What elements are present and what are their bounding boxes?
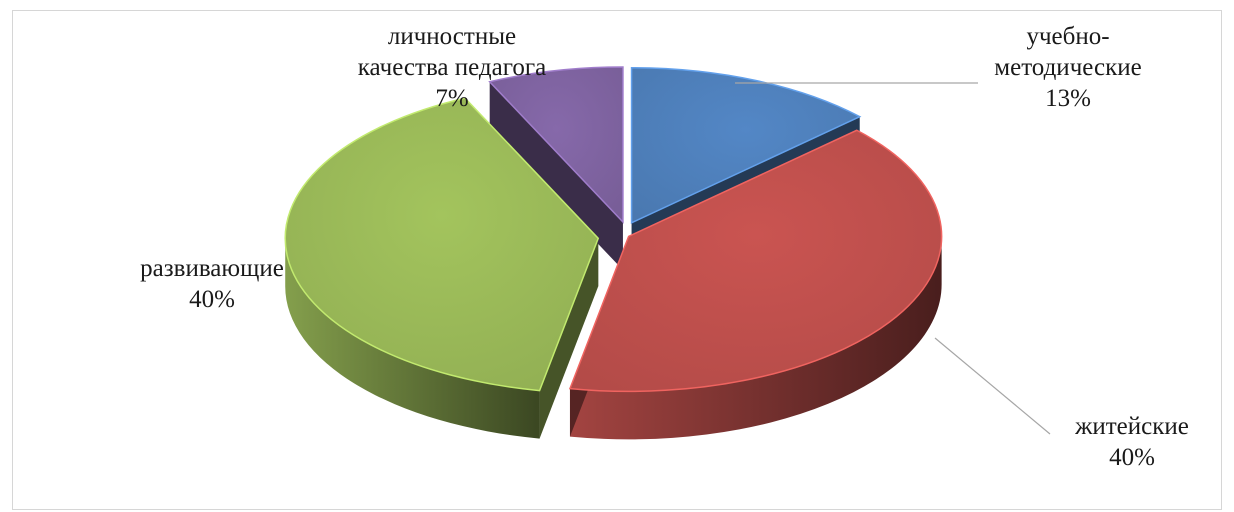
slice-top-3 xyxy=(488,66,624,224)
slice-name-line: личностные xyxy=(388,23,516,50)
slice-face-2-0 xyxy=(539,238,599,439)
slice-name-line: развивающие xyxy=(140,255,284,282)
pie-tops xyxy=(284,66,943,393)
slice-value-label: 13% xyxy=(1045,85,1091,112)
slice-labels: учебно-методические 13%житейские 40%развив… xyxy=(140,23,1189,471)
slice-top-2 xyxy=(284,97,600,392)
slice-name-line: житейские xyxy=(1074,413,1189,440)
slice-top-1 xyxy=(568,129,943,393)
slice-top-0 xyxy=(630,67,862,224)
slice-side-1 xyxy=(569,236,942,440)
slice-value-label: 40% xyxy=(189,286,235,313)
slice-side-2 xyxy=(285,238,540,439)
slice-name-line: учебно- xyxy=(1026,23,1109,50)
slice-label-2: развивающие 40% xyxy=(140,255,284,313)
slice-label-3: личностные качества педагога 7% xyxy=(358,23,546,112)
slice-value-label: 40% xyxy=(1109,444,1155,471)
slice-name-line: методические xyxy=(994,54,1141,81)
slice-label-0: учебно-методические 13% xyxy=(994,23,1141,112)
slice-label-1: житейские 40% xyxy=(1074,413,1189,471)
leader-line-1 xyxy=(934,337,1051,435)
leader-lines xyxy=(735,82,1051,435)
slice-value-label: 7% xyxy=(435,85,468,112)
slice-name-line: качества педагога xyxy=(358,54,546,81)
slice-face-3-0 xyxy=(489,81,623,271)
